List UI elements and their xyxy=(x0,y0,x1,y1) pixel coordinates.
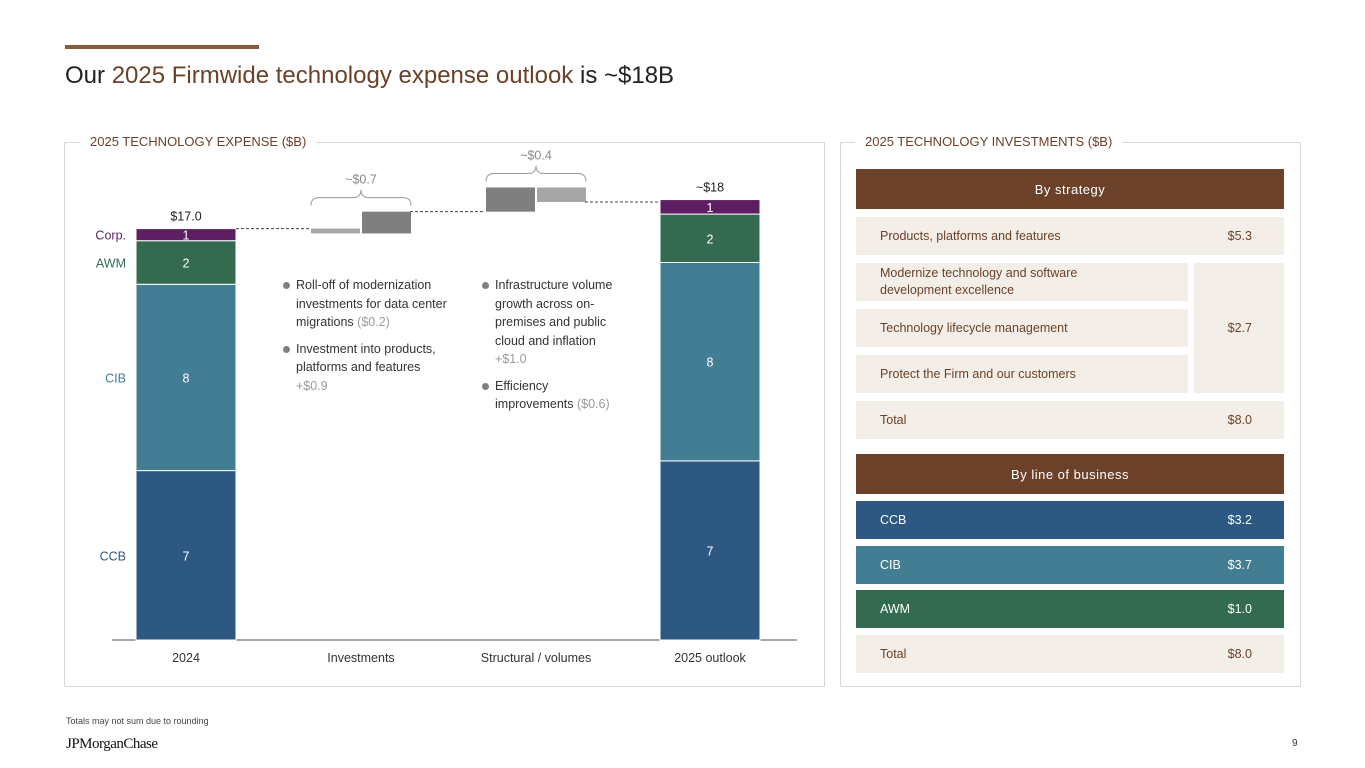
structural-notes: Infrastructure volume growth across on-p… xyxy=(482,276,622,422)
segment-label: 8 xyxy=(707,356,714,370)
waterfall-bar xyxy=(311,228,360,234)
bar-segment-ccb xyxy=(135,470,237,641)
segment-label: 1 xyxy=(183,229,190,243)
company-logo: JPMorganChase xyxy=(66,736,158,752)
bar-segment-corp xyxy=(659,199,761,215)
bar-segment-awm xyxy=(135,240,237,285)
footnote: Totals may not sum due to rounding xyxy=(66,716,209,726)
segment-label: 1 xyxy=(707,201,714,215)
lob-row-cib: CIB $3.7 xyxy=(856,546,1284,584)
total-label: ~$18 xyxy=(696,181,724,195)
total-label: $17.0 xyxy=(170,210,201,224)
bar-segment-ccb xyxy=(659,460,761,641)
lob-header: By line of business xyxy=(856,454,1284,494)
brace xyxy=(310,189,412,206)
note-item: Roll-off of modernization investments fo… xyxy=(283,276,453,332)
bar-segment-awm xyxy=(659,213,761,263)
bar-segment-corp xyxy=(135,228,237,242)
waterfall-bar xyxy=(486,187,535,212)
segment-label: 7 xyxy=(707,544,714,558)
expense-panel-title: 2025 TECHNOLOGY EXPENSE ($B) xyxy=(80,134,317,149)
lob-row-awm: AWM $1.0 xyxy=(856,590,1284,628)
strategy-total: Total $8.0 xyxy=(856,401,1284,439)
investments-panel-title: 2025 TECHNOLOGY INVESTMENTS ($B) xyxy=(855,134,1123,149)
step-net-label: ~$0.7 xyxy=(345,173,377,187)
bar-segment-cib xyxy=(659,261,761,462)
expense-panel xyxy=(64,142,825,687)
legend-label-ccb: CCB xyxy=(100,549,126,563)
waterfall-bar xyxy=(362,211,411,234)
segment-label: 7 xyxy=(183,549,190,563)
legend-label-corp: Corp. xyxy=(95,229,126,243)
x-tick-label: Investments xyxy=(327,651,394,665)
brace xyxy=(485,165,587,182)
segment-label: 2 xyxy=(183,256,190,270)
waterfall-bar xyxy=(537,187,586,202)
note-item: Efficiency improvements ($0.6) xyxy=(482,377,622,414)
expense-chart: 2024 Investments Structural / volumes 2025 … xyxy=(95,148,797,665)
lob-row-ccb: CCB $3.2 xyxy=(856,501,1284,539)
investments-notes: Roll-off of modernization investments fo… xyxy=(283,276,453,403)
accent-bar xyxy=(65,45,259,49)
x-tick-label: 2024 xyxy=(172,651,200,665)
bar-segment-cib xyxy=(135,283,237,472)
page-number: 9 xyxy=(1292,738,1298,749)
strategy-row: Technology lifecycle management xyxy=(856,309,1188,347)
strategy-merged-value: $2.7 xyxy=(1194,263,1284,393)
note-item: Investment into products, platforms and … xyxy=(283,340,453,396)
page-title: Our 2025 Firmwide technology expense out… xyxy=(65,62,675,89)
x-tick-label: Structural / volumes xyxy=(481,651,591,665)
lob-total: Total $8.0 xyxy=(856,635,1284,673)
strategy-row: Protect the Firm and our customers xyxy=(856,355,1188,393)
segment-label: 8 xyxy=(183,371,190,385)
strategy-row: Products, platforms and features $5.3 xyxy=(856,217,1284,255)
segment-label: 2 xyxy=(707,232,714,246)
legend-label-cib: CIB xyxy=(105,371,126,385)
x-tick-label: 2025 outlook xyxy=(674,651,746,665)
note-item: Infrastructure volume growth across on-p… xyxy=(482,276,622,369)
strategy-row: Modernize technology and software develo… xyxy=(856,263,1188,301)
step-net-label: ~$0.4 xyxy=(520,148,552,162)
strategy-header: By strategy xyxy=(856,169,1284,209)
legend-label-awm: AWM xyxy=(96,256,126,270)
